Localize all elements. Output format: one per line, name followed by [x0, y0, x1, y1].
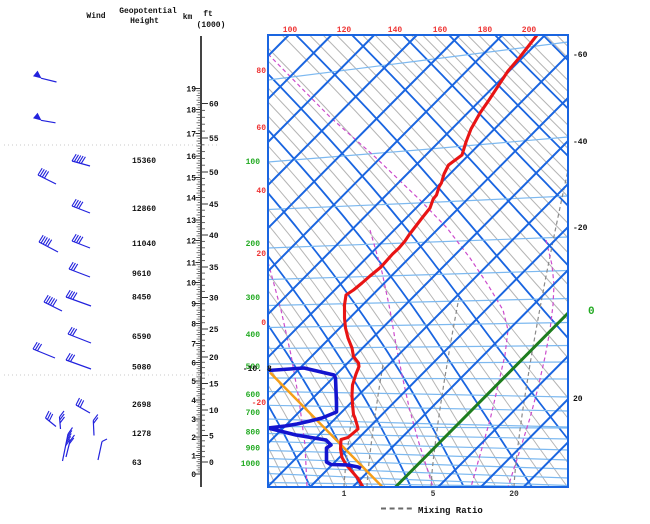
- svg-text:1000: 1000: [241, 460, 260, 469]
- svg-text:2: 2: [191, 434, 196, 443]
- svg-text:15360: 15360: [132, 157, 156, 166]
- svg-text:Wind: Wind: [86, 12, 105, 21]
- svg-text:200: 200: [522, 26, 537, 35]
- svg-text:1: 1: [191, 453, 196, 462]
- svg-text:5: 5: [209, 433, 214, 442]
- svg-text:30: 30: [209, 295, 219, 304]
- svg-text:20: 20: [209, 354, 219, 363]
- svg-text:20: 20: [573, 395, 583, 404]
- svg-text:9610: 9610: [132, 270, 151, 279]
- svg-text:11: 11: [186, 260, 196, 269]
- svg-text:40: 40: [209, 232, 219, 241]
- svg-text:35: 35: [209, 264, 219, 273]
- svg-text:400: 400: [246, 331, 261, 340]
- svg-text:55: 55: [209, 135, 219, 144]
- svg-text:8450: 8450: [132, 294, 151, 303]
- svg-text:4: 4: [191, 397, 196, 406]
- svg-text:14: 14: [186, 195, 196, 204]
- svg-text:6590: 6590: [132, 333, 151, 342]
- svg-text:100: 100: [246, 158, 261, 167]
- svg-text:-60: -60: [573, 51, 588, 60]
- svg-text:300: 300: [246, 294, 261, 303]
- svg-text:15: 15: [186, 175, 196, 184]
- svg-text:20: 20: [509, 490, 519, 499]
- svg-text:(1000): (1000): [197, 21, 226, 30]
- svg-text:25: 25: [209, 326, 219, 335]
- svg-text:700: 700: [246, 409, 261, 418]
- svg-text:20: 20: [256, 250, 266, 259]
- svg-text:900: 900: [246, 445, 261, 454]
- svg-text:120: 120: [337, 26, 352, 35]
- svg-text:45: 45: [209, 201, 219, 210]
- svg-text:1278: 1278: [132, 430, 151, 439]
- svg-text:0: 0: [588, 306, 595, 318]
- svg-text:Mixing Ratio: Mixing Ratio: [418, 506, 483, 516]
- svg-text:-10.: -10.: [243, 365, 262, 374]
- svg-text:160: 160: [433, 26, 448, 35]
- svg-text:8: 8: [267, 365, 272, 374]
- svg-text:60: 60: [209, 101, 219, 110]
- svg-text:-20: -20: [252, 399, 267, 408]
- svg-text:18: 18: [186, 107, 196, 116]
- svg-text:50: 50: [209, 169, 219, 178]
- svg-text:0: 0: [209, 459, 214, 468]
- svg-text:15: 15: [209, 381, 219, 390]
- svg-text:800: 800: [246, 429, 261, 438]
- svg-text:7: 7: [191, 341, 196, 350]
- svg-text:0: 0: [191, 471, 196, 480]
- svg-text:16: 16: [186, 153, 196, 162]
- svg-text:600: 600: [246, 391, 261, 400]
- svg-text:180: 180: [478, 26, 493, 35]
- svg-text:100: 100: [283, 26, 298, 35]
- svg-text:2698: 2698: [132, 401, 151, 410]
- svg-text:Height: Height: [130, 17, 159, 26]
- svg-text:5080: 5080: [132, 364, 151, 373]
- svg-text:-20: -20: [573, 224, 588, 233]
- svg-text:12860: 12860: [132, 205, 156, 214]
- svg-text:8: 8: [191, 321, 196, 330]
- svg-text:1: 1: [342, 490, 347, 499]
- svg-text:5: 5: [191, 378, 196, 387]
- svg-text:19: 19: [186, 86, 196, 95]
- svg-text:ft: ft: [203, 10, 213, 19]
- svg-text:km: km: [183, 13, 193, 22]
- svg-text:11040: 11040: [132, 240, 156, 249]
- svg-text:5: 5: [431, 490, 436, 499]
- svg-text:500: 500: [246, 363, 261, 372]
- svg-text:80: 80: [256, 67, 266, 76]
- svg-text:Geopotential: Geopotential: [119, 7, 177, 16]
- svg-text:6: 6: [191, 360, 196, 369]
- svg-text:140: 140: [388, 26, 403, 35]
- svg-text:12: 12: [186, 238, 196, 247]
- svg-text:40: 40: [256, 187, 266, 196]
- svg-text:200: 200: [246, 240, 261, 249]
- svg-text:3: 3: [191, 416, 196, 425]
- svg-text:9: 9: [191, 301, 196, 310]
- svg-text:63: 63: [132, 459, 142, 468]
- svg-text:17: 17: [186, 131, 196, 140]
- svg-text:-40: -40: [573, 138, 588, 147]
- svg-text:0: 0: [261, 319, 266, 328]
- svg-text:60: 60: [256, 124, 266, 133]
- svg-text:13: 13: [186, 217, 196, 226]
- svg-text:10: 10: [186, 280, 196, 289]
- svg-text:10: 10: [209, 407, 219, 416]
